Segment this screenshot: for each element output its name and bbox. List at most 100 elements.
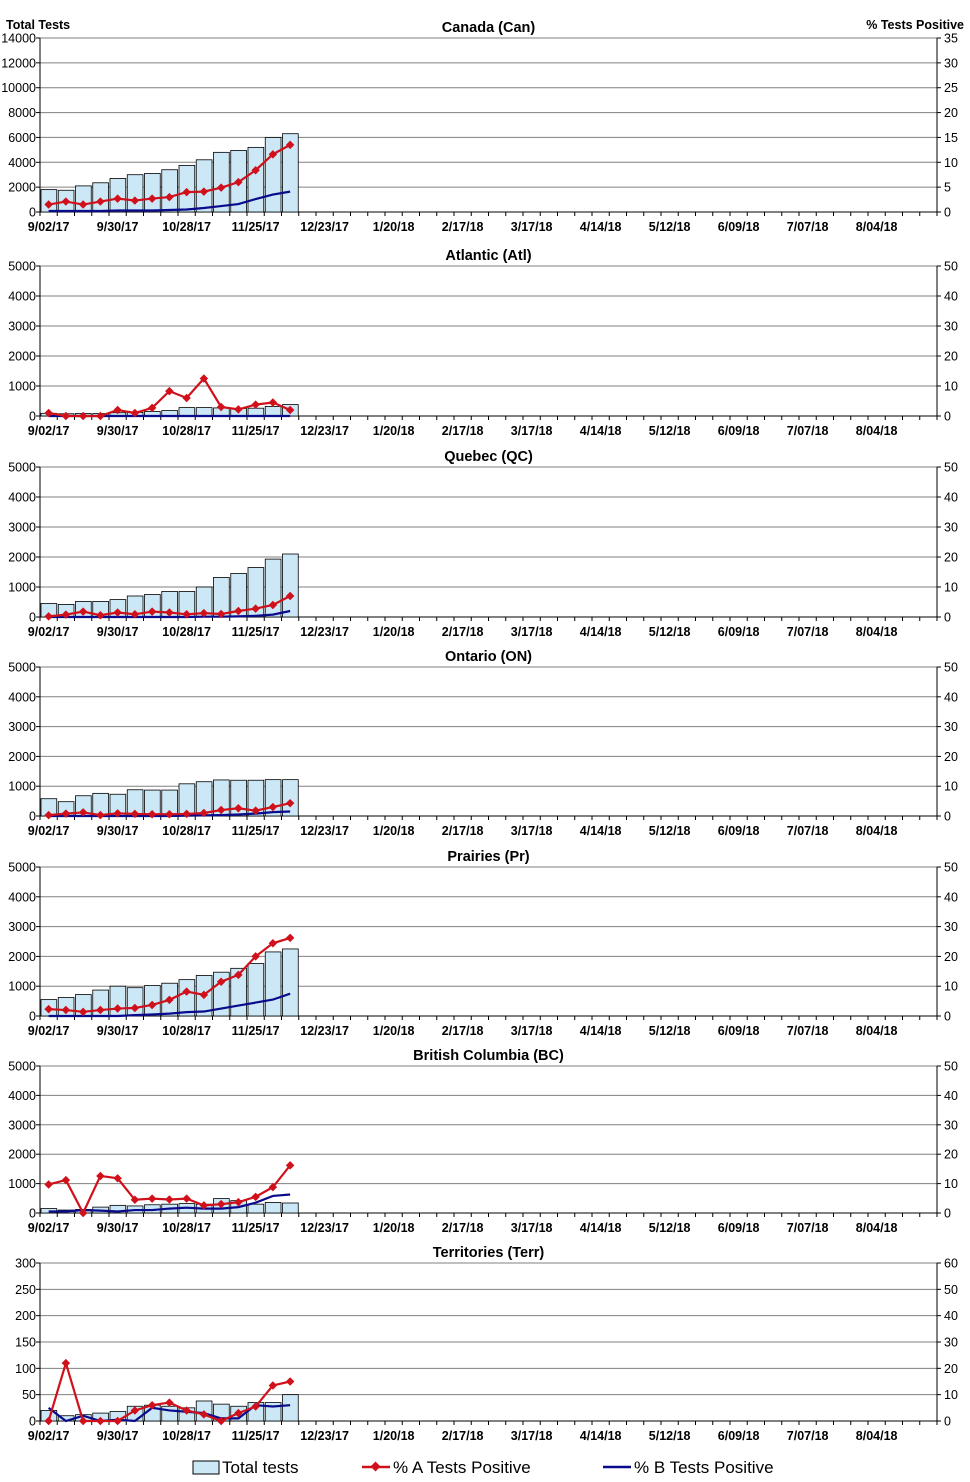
x-tick-label: 7/07/18: [787, 424, 829, 438]
series-a-point: [199, 187, 209, 196]
series-a-point: [285, 1377, 295, 1386]
x-tick-label: 6/09/18: [718, 824, 760, 838]
x-tick-label: 9/30/17: [97, 824, 139, 838]
series-a-point: [78, 200, 88, 209]
chart-panel-2: Quebec (QC) 0 1000 2000 3000 4000 5000 0 10 20 30 4…: [8, 449, 958, 639]
y2-tick-label: 50: [944, 461, 958, 475]
series-a-point: [147, 403, 157, 413]
x-tick-label: 2/17/18: [442, 220, 484, 234]
y-tick-label: 4000: [8, 1089, 36, 1103]
series-a-point: [216, 183, 226, 192]
y2-tick-label: 0: [944, 1207, 951, 1221]
x-tick-label: 12/23/17: [300, 424, 349, 438]
bar: [213, 151, 230, 213]
x-tick-label: 10/28/17: [162, 1024, 211, 1038]
series-a-point: [96, 1171, 105, 1181]
series-a-point: [61, 1358, 71, 1368]
chart-title: Territories (Terr): [433, 1245, 545, 1261]
series-a-point: [96, 197, 105, 206]
y-tick-label: 5000: [8, 461, 36, 475]
x-tick-label: 4/14/18: [580, 1429, 622, 1443]
legend-total-swatch: [192, 1460, 220, 1475]
x-tick-label: 9/30/17: [97, 1024, 139, 1038]
y2-tick-label: 30: [944, 320, 958, 334]
y-tick-label: 50: [22, 1388, 36, 1402]
bar: [247, 963, 265, 1017]
x-tick-label: 1/20/18: [373, 1221, 415, 1235]
legend-a-label: % A Tests Positive: [393, 1458, 531, 1477]
x-tick-label: 12/23/17: [300, 1429, 349, 1443]
y-tick-label: 2000: [8, 1148, 36, 1162]
x-tick-label: 11/25/17: [232, 824, 280, 838]
y-tick-label: 1000: [8, 980, 36, 994]
bar: [195, 159, 213, 213]
y2-tick-label: 30: [944, 1118, 958, 1132]
series-a-point: [165, 386, 174, 396]
series-a-point: [78, 411, 88, 421]
x-tick-label: 10/28/17: [162, 220, 211, 234]
legend: Total tests % A Tests Positive % B Tests…: [192, 1458, 774, 1477]
y-tick-label: 300: [15, 1257, 36, 1271]
y-tick-label: 4000: [8, 690, 36, 704]
y2-tick-label: 35: [944, 32, 958, 46]
x-tick-label: 2/17/18: [442, 1221, 484, 1235]
series-b-line: [48, 992, 291, 1018]
y2-tick-label: 5: [944, 181, 951, 195]
y-tick-label: 3000: [8, 521, 36, 535]
x-tick-label: 4/14/18: [580, 1221, 622, 1235]
y2-tick-label: 50: [944, 1283, 958, 1297]
x-tick-label: 11/25/17: [232, 1221, 280, 1235]
chart-panel-1: Atlantic (Atl) 0 1000 2000 3000 4000 5000 0 10 20…: [8, 248, 958, 438]
y-tick-label: 1000: [8, 1177, 36, 1191]
bar: [109, 1204, 127, 1214]
x-tick-label: 8/04/18: [856, 220, 898, 234]
y2-tick-label: 50: [944, 861, 958, 875]
y-tick-label: 10000: [1, 81, 36, 95]
series-a-point: [165, 192, 174, 202]
y-tick-label: 4000: [8, 491, 36, 505]
y2-tick-label: 10: [944, 581, 958, 595]
series-a-point: [268, 939, 278, 948]
x-tick-label: 2/17/18: [442, 424, 484, 438]
series-a-point: [147, 194, 157, 203]
series-a-point: [251, 165, 260, 175]
y2-tick-label: 10: [944, 1177, 958, 1191]
y-tick-label: 1000: [8, 380, 36, 394]
chart-panel-5: British Columbia (BC) 0 1000 2000 3000 4000 50…: [8, 1048, 958, 1235]
x-tick-label: 9/02/17: [28, 1221, 70, 1235]
x-tick-label: 5/12/18: [649, 1221, 691, 1235]
y-tick-label: 250: [15, 1283, 36, 1297]
y2-tick-label: 0: [944, 810, 951, 824]
x-tick-label: 11/25/17: [232, 625, 280, 639]
y-tick-label: 3000: [8, 920, 36, 934]
series-a-point: [61, 1175, 71, 1185]
bar: [144, 173, 161, 213]
series-a-point: [285, 798, 295, 808]
x-tick-label: 6/09/18: [718, 625, 760, 639]
series-a-point: [251, 1192, 260, 1202]
chart-title: Prairies (Pr): [447, 849, 529, 865]
chart-title: Ontario (ON): [445, 649, 532, 665]
y-tick-label: 2000: [8, 181, 36, 195]
x-tick-label: 5/12/18: [649, 1429, 691, 1443]
series-a-point: [268, 600, 278, 610]
y-tick-label: 0: [29, 1010, 36, 1024]
series-a-point: [285, 1161, 295, 1170]
x-tick-label: 6/09/18: [718, 1429, 760, 1443]
y-tick-label: 0: [29, 206, 36, 220]
x-tick-label: 12/23/17: [300, 1221, 349, 1235]
y2-tick-label: 20: [944, 106, 958, 120]
x-tick-label: 12/23/17: [300, 824, 349, 838]
bar: [161, 1405, 178, 1422]
x-tick-label: 12/23/17: [300, 1024, 349, 1038]
bar: [247, 146, 265, 213]
bar: [282, 553, 299, 618]
y2-tick-label: 20: [944, 551, 958, 565]
x-tick-label: 7/07/18: [787, 1024, 829, 1038]
bar: [92, 182, 109, 213]
x-tick-label: 2/17/18: [442, 625, 484, 639]
x-tick-label: 3/17/18: [511, 1024, 553, 1038]
chart-panel-4: Prairies (Pr) 0 1000 2000 3000 4000 5000 0 10 20 3…: [8, 849, 958, 1038]
y-tick-label: 1000: [8, 581, 36, 595]
x-tick-label: 8/04/18: [856, 1221, 898, 1235]
